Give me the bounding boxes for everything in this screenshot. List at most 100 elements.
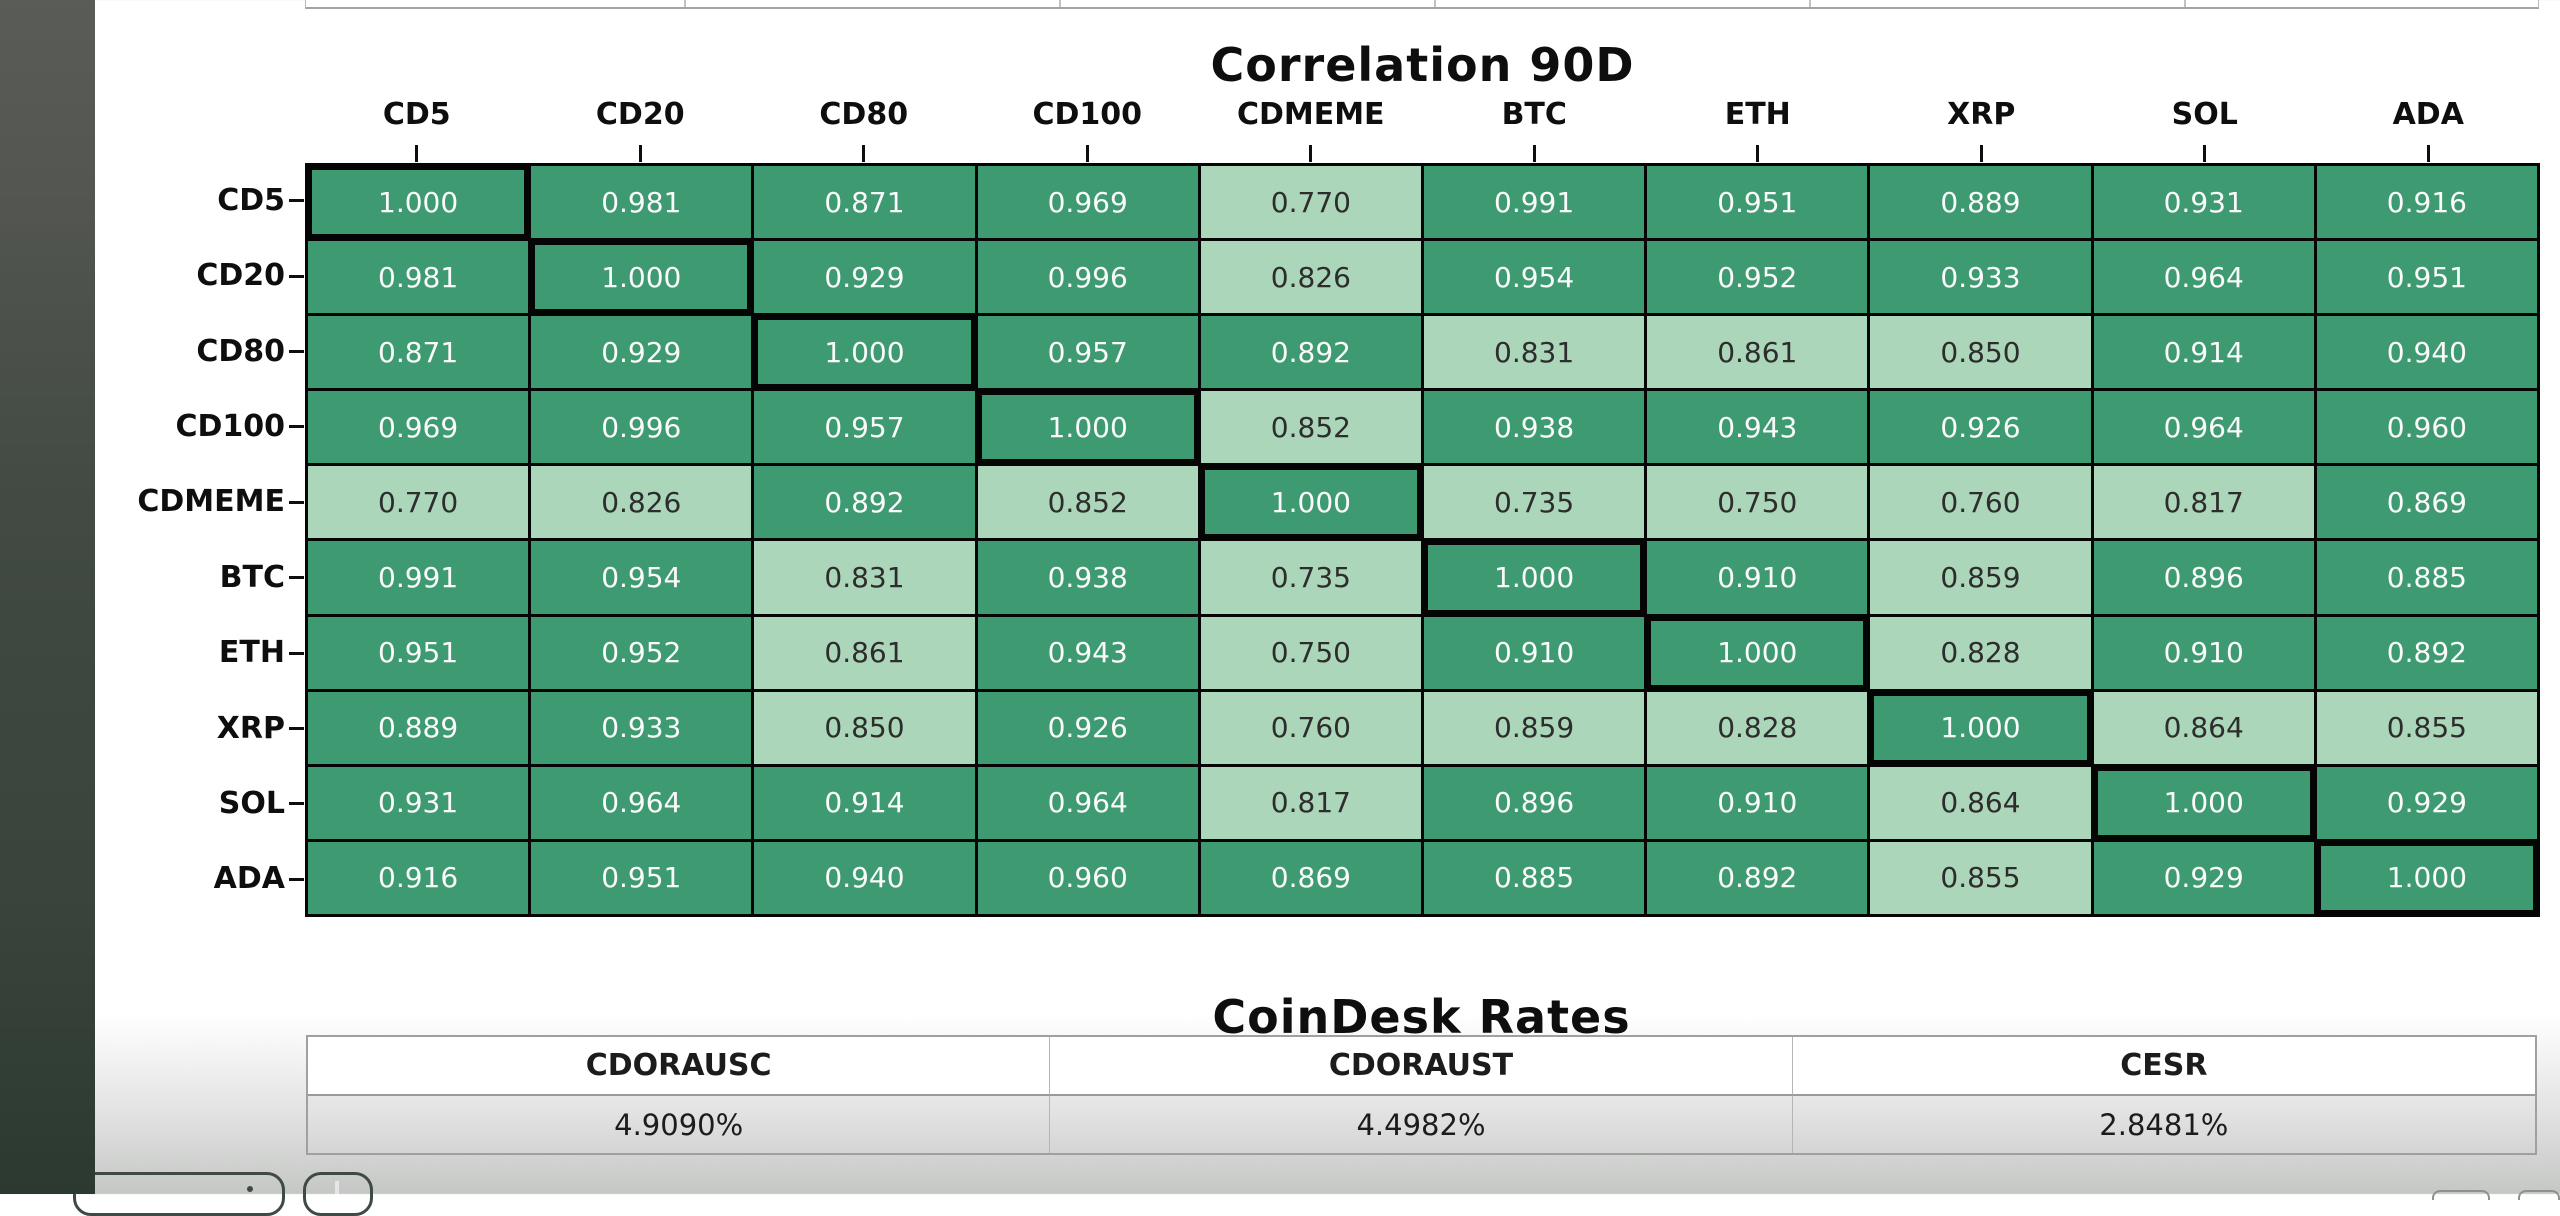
rates-column-header: CDORAUSC	[308, 1037, 1051, 1096]
rates-value: 4.9090%	[308, 1096, 1051, 1153]
y-axis-label: ETH	[218, 635, 285, 671]
heatmap-cell: 1.000	[1870, 691, 2091, 764]
x-axis-tick	[415, 145, 419, 162]
heatmap-cell: 0.964	[2093, 391, 2314, 464]
heatmap-cell: 0.760	[1870, 466, 2091, 539]
heatmap-cell: 0.817	[1200, 766, 1421, 839]
heatmap-cell: 0.914	[2093, 316, 2314, 389]
y-axis-tick	[289, 274, 304, 278]
heatmap-cell: 0.889	[308, 691, 529, 764]
y-axis-label: BTC	[219, 559, 285, 595]
heatmap-cell: 0.969	[308, 391, 529, 464]
heatmap-cell: 0.892	[1647, 841, 1868, 914]
y-axis-tick	[289, 350, 304, 353]
x-axis-tick	[1085, 145, 1089, 162]
toolbar-button-wide[interactable]	[73, 1172, 285, 1216]
heatmap-cell: 0.916	[308, 841, 529, 914]
heatmap-cell: 0.960	[977, 841, 1198, 914]
x-axis-label: CD20	[595, 97, 685, 132]
heatmap-cell: 1.000	[754, 316, 975, 389]
x-axis-tick	[862, 145, 866, 162]
heatmap-cell: 0.852	[1200, 391, 1421, 464]
heatmap-cell: 1.000	[977, 391, 1198, 464]
y-axis-tick	[289, 727, 304, 730]
add-button[interactable]	[303, 1172, 373, 1216]
heatmap-cell: 0.929	[2316, 766, 2537, 839]
heatmap-cell: 0.926	[977, 691, 1198, 764]
heatmap-cell: 0.964	[2093, 241, 2314, 314]
rates-table: CDORAUSC CDORAUST CESR 4.9090% 4.4982% 2…	[306, 1035, 2537, 1155]
heatmap-cell: 0.957	[754, 391, 975, 464]
rates-value: 2.8481%	[2099, 1107, 2229, 1142]
heatmap-cell: 0.850	[754, 691, 975, 764]
heatmap-cell: 0.892	[2316, 616, 2537, 689]
heatmap-cell: 0.892	[1200, 316, 1421, 389]
heatmap-cell: 0.750	[1200, 616, 1421, 689]
heatmap-cell: 0.770	[1200, 166, 1421, 239]
heatmap-cell: 0.828	[1870, 616, 2091, 689]
table-column-divider	[2184, 0, 2186, 7]
toolbar-button-fragment[interactable]	[2432, 1190, 2490, 1200]
toolbar-button-fragment[interactable]	[2518, 1190, 2560, 1200]
heatmap-cell: 0.831	[1423, 316, 1645, 389]
heatmap-cell: 0.996	[531, 391, 752, 464]
heatmap-cell: 0.910	[1647, 541, 1868, 614]
heatmap-cell: 0.951	[1647, 166, 1868, 239]
y-axis-tick	[289, 576, 304, 580]
x-axis-label: BTC	[1501, 97, 1567, 132]
heatmap-cell: 0.852	[977, 466, 1198, 539]
y-axis-label: CD100	[175, 408, 285, 444]
heatmap-cell: 0.951	[2316, 241, 2537, 314]
x-axis-label: CD80	[819, 97, 909, 132]
y-axis-tick	[289, 651, 304, 655]
heatmap-cell: 0.869	[2316, 466, 2537, 539]
heatmap-cell: 0.931	[2093, 166, 2314, 239]
x-axis-label: CDMEME	[1236, 97, 1385, 132]
heatmap-cell: 0.871	[308, 316, 529, 389]
heatmap-cell: 0.889	[1870, 166, 2091, 239]
heatmap-cell: 0.952	[531, 616, 752, 689]
table-column-divider	[684, 0, 686, 7]
heatmap-cell: 0.929	[2093, 841, 2314, 914]
y-axis-label: XRP	[216, 710, 285, 746]
heatmap-cell: 0.969	[977, 166, 1198, 239]
heatmap-cell: 0.885	[1423, 841, 1645, 914]
heatmap-cell: 0.916	[2316, 166, 2537, 239]
heatmap-grid: 1.000 0.981 0.871 0.969 0.770 0.991 0.951 0.889…	[305, 163, 2540, 917]
heatmap-cell: 0.960	[2316, 391, 2537, 464]
heatmap-cell: 0.826	[1200, 241, 1421, 314]
heatmap-cell: 0.931	[308, 766, 529, 839]
x-axis-label: CD100	[1032, 97, 1143, 132]
heatmap-cell: 0.828	[1647, 691, 1868, 764]
y-axis-tick	[289, 877, 304, 881]
heatmap-cell: 0.943	[977, 616, 1198, 689]
y-axis-label: ADA	[213, 861, 285, 897]
x-axis-tick	[638, 145, 642, 162]
heatmap-cell: 1.000	[308, 166, 529, 239]
heatmap-cell: 0.770	[308, 466, 529, 539]
heatmap-cell: 0.954	[1423, 241, 1645, 314]
heatmap-cell: 1.000	[1200, 466, 1421, 539]
heatmap-cell: 0.826	[531, 466, 752, 539]
y-axis-label: SOL	[218, 785, 285, 821]
heatmap-cell: 0.952	[1647, 241, 1868, 314]
heatmap-cell: 0.861	[754, 616, 975, 689]
heatmap-cell: 0.981	[531, 166, 752, 239]
y-axis-label: CD80	[196, 333, 285, 369]
heatmap-cell: 0.938	[1423, 391, 1645, 464]
heatmap-cell: 0.938	[977, 541, 1198, 614]
x-axis-label: SOL	[2171, 97, 2238, 132]
table-column-divider	[1434, 0, 1436, 7]
x-axis-tick	[1979, 145, 1983, 162]
x-axis-tick	[1756, 145, 1760, 162]
heatmap-cell: 0.951	[308, 616, 529, 689]
heatmap-cell: 0.735	[1423, 466, 1645, 539]
heatmap-cell: 0.871	[754, 166, 975, 239]
heatmap-title: Correlation 90D	[1210, 38, 1635, 92]
rates-value: 4.4982%	[1050, 1096, 1793, 1153]
heatmap-cell: 0.964	[977, 766, 1198, 839]
y-axis-label: CD5	[217, 182, 285, 218]
heatmap-cell: 0.954	[531, 541, 752, 614]
heatmap-cell: 0.964	[531, 766, 752, 839]
heatmap-cell: 0.750	[1647, 466, 1868, 539]
